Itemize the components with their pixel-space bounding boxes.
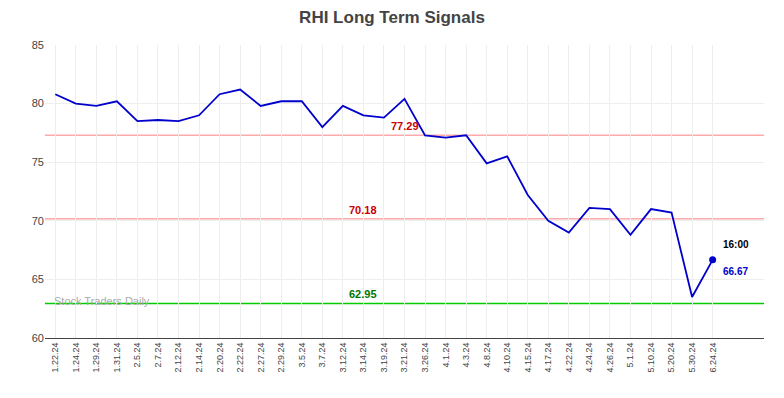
svg-text:70.18: 70.18 (349, 204, 377, 216)
svg-text:3.26.24: 3.26.24 (420, 343, 430, 373)
svg-text:Stock Traders Daily: Stock Traders Daily (54, 295, 150, 307)
svg-text:6.24.24: 6.24.24 (708, 343, 718, 373)
svg-text:80: 80 (32, 97, 44, 109)
svg-text:62.95: 62.95 (349, 288, 377, 300)
svg-text:65: 65 (32, 273, 44, 285)
svg-text:4.17.24: 4.17.24 (543, 343, 553, 373)
svg-text:66.67: 66.67 (723, 266, 748, 277)
svg-text:4.10.24: 4.10.24 (502, 343, 512, 373)
svg-text:2.29.24: 2.29.24 (276, 343, 286, 373)
svg-text:85: 85 (32, 39, 44, 51)
svg-text:5.30.24: 5.30.24 (687, 343, 697, 373)
svg-text:3.14.24: 3.14.24 (358, 343, 368, 373)
svg-text:4.26.24: 4.26.24 (605, 343, 615, 373)
svg-text:2.27.24: 2.27.24 (256, 343, 266, 373)
svg-text:4.8.24: 4.8.24 (482, 343, 492, 368)
svg-text:70: 70 (32, 215, 44, 227)
svg-text:1.24.24: 1.24.24 (71, 343, 81, 373)
svg-text:60: 60 (32, 332, 44, 344)
svg-text:4.3.24: 4.3.24 (461, 343, 471, 368)
svg-text:5.20.24: 5.20.24 (666, 343, 676, 373)
svg-text:3.5.24: 3.5.24 (297, 343, 307, 368)
svg-text:2.5.24: 2.5.24 (132, 343, 142, 368)
svg-text:2.14.24: 2.14.24 (194, 343, 204, 373)
svg-text:2.20.24: 2.20.24 (215, 343, 225, 373)
svg-text:2.12.24: 2.12.24 (173, 343, 183, 373)
svg-text:16:00: 16:00 (723, 239, 749, 250)
svg-text:3.19.24: 3.19.24 (379, 343, 389, 373)
svg-text:5.10.24: 5.10.24 (646, 343, 656, 373)
svg-text:3.21.24: 3.21.24 (399, 343, 409, 373)
svg-text:3.7.24: 3.7.24 (317, 343, 327, 368)
svg-text:1.31.24: 1.31.24 (112, 343, 122, 373)
svg-text:3.12.24: 3.12.24 (338, 343, 348, 373)
svg-text:2.7.24: 2.7.24 (153, 343, 163, 368)
svg-text:77.29: 77.29 (391, 120, 419, 132)
svg-text:4.15.24: 4.15.24 (523, 343, 533, 373)
svg-text:1.22.24: 1.22.24 (50, 343, 60, 373)
svg-text:5.1.24: 5.1.24 (625, 343, 635, 368)
svg-text:4.1.24: 4.1.24 (441, 343, 451, 368)
svg-text:4.22.24: 4.22.24 (564, 343, 574, 373)
svg-text:2.22.24: 2.22.24 (235, 343, 245, 373)
svg-text:75: 75 (32, 156, 44, 168)
svg-text:RHI Long Term Signals: RHI Long Term Signals (299, 8, 485, 27)
svg-text:1.29.24: 1.29.24 (91, 343, 101, 373)
svg-text:4.24.24: 4.24.24 (584, 343, 594, 373)
